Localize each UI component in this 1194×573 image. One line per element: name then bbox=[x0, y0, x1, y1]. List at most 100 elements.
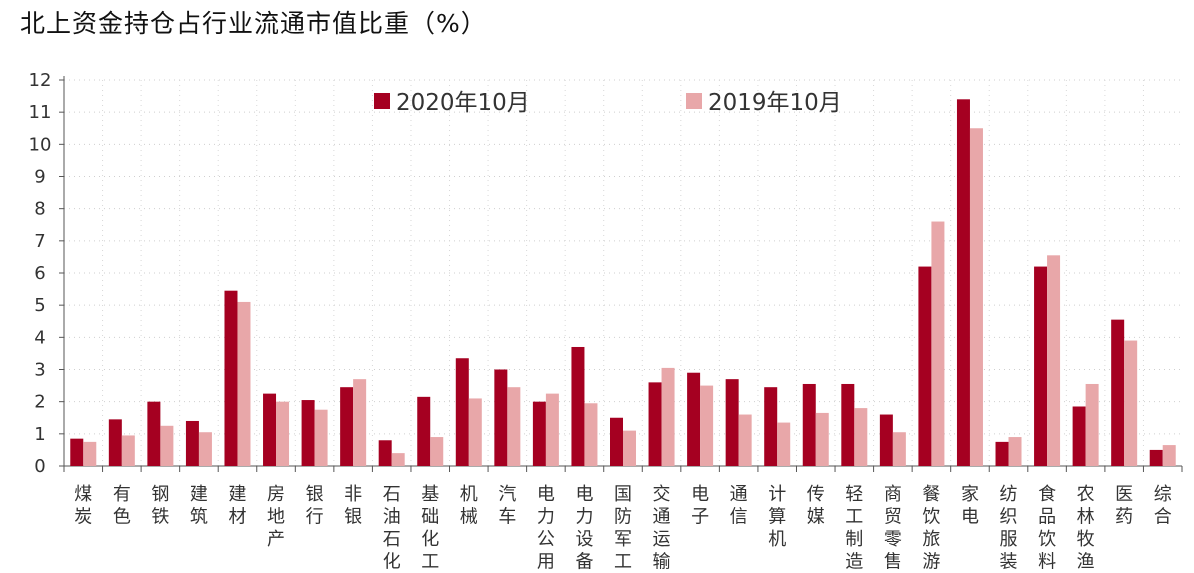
bar bbox=[1162, 445, 1176, 466]
bar bbox=[931, 221, 945, 466]
bar bbox=[417, 396, 431, 466]
bar bbox=[263, 393, 277, 466]
x-tick-label: 传媒 bbox=[807, 484, 825, 528]
x-tick-label: 机械 bbox=[460, 484, 478, 528]
y-tick-label: 8 bbox=[34, 199, 45, 220]
y-tick-label: 12 bbox=[29, 70, 52, 91]
x-tick-label: 商贸零售 bbox=[884, 484, 902, 573]
legend-swatch bbox=[374, 93, 390, 109]
bar bbox=[661, 367, 675, 466]
y-tick-label: 5 bbox=[34, 295, 45, 316]
bar bbox=[83, 441, 97, 466]
bar bbox=[1008, 437, 1022, 466]
x-tick-label: 钢铁 bbox=[151, 484, 169, 528]
bar bbox=[391, 453, 405, 466]
bar bbox=[918, 266, 932, 466]
bar bbox=[1124, 340, 1138, 466]
x-tick-label: 餐饮旅游 bbox=[922, 484, 940, 573]
bar bbox=[430, 437, 444, 466]
bar bbox=[276, 401, 290, 466]
bar bbox=[455, 358, 469, 466]
y-tick-label: 4 bbox=[34, 327, 45, 348]
bar bbox=[802, 383, 816, 466]
bar bbox=[532, 401, 546, 466]
bar bbox=[1085, 383, 1099, 466]
bar bbox=[121, 435, 135, 466]
y-tick-label: 9 bbox=[34, 167, 45, 188]
x-tick-label: 轻工制造 bbox=[845, 484, 863, 573]
bar bbox=[237, 301, 251, 466]
bar bbox=[815, 412, 829, 466]
x-tick-label: 国防军工 bbox=[614, 484, 632, 573]
x-tick-label: 银行 bbox=[306, 484, 324, 528]
bar bbox=[623, 430, 636, 466]
bar bbox=[224, 290, 238, 466]
legend: 2020年10月 2019年10月 bbox=[374, 90, 842, 116]
bar bbox=[854, 408, 868, 466]
bar bbox=[108, 419, 122, 466]
x-tick-label: 综合 bbox=[1154, 484, 1172, 528]
x-tick-label: 家电 bbox=[961, 484, 979, 528]
bar bbox=[507, 387, 521, 466]
y-tick-label: 6 bbox=[34, 263, 45, 284]
y-tick-label: 0 bbox=[34, 456, 45, 477]
labels: 0123456789101112煤炭有色钢铁建筑建材房地产银行非银石油石化基础化… bbox=[29, 70, 1172, 573]
bar bbox=[995, 441, 1009, 466]
x-tick-label: 通信 bbox=[730, 484, 748, 528]
bar bbox=[301, 400, 315, 466]
bar bbox=[340, 387, 354, 466]
bar bbox=[1072, 406, 1086, 466]
bar bbox=[879, 414, 893, 466]
bar bbox=[764, 387, 778, 466]
bar bbox=[1034, 266, 1048, 466]
x-tick-label: 建筑 bbox=[190, 484, 208, 528]
bar bbox=[892, 432, 906, 466]
bar bbox=[1149, 449, 1163, 466]
bars bbox=[70, 99, 1176, 467]
bar bbox=[378, 440, 392, 466]
y-tick-label: 7 bbox=[34, 231, 45, 252]
bar bbox=[545, 393, 559, 466]
legend-label: 2019年10月 bbox=[708, 90, 842, 116]
bar bbox=[610, 417, 623, 466]
bar bbox=[185, 420, 199, 466]
x-tick-label: 非银 bbox=[344, 484, 362, 528]
bar bbox=[700, 385, 714, 466]
x-tick-label: 计算机 bbox=[768, 484, 786, 550]
x-tick-label: 电力公用 bbox=[537, 484, 555, 573]
bar bbox=[147, 401, 161, 466]
x-tick-label: 纺织服装 bbox=[1000, 484, 1018, 573]
x-tick-label: 房地产 bbox=[267, 484, 285, 550]
legend-label: 2020年10月 bbox=[396, 90, 530, 116]
x-tick-label: 医药 bbox=[1115, 484, 1133, 528]
y-tick-label: 2 bbox=[34, 392, 45, 413]
bar bbox=[584, 403, 598, 466]
bar bbox=[160, 425, 174, 466]
bar bbox=[1111, 319, 1125, 466]
x-tick-label: 建材 bbox=[228, 484, 246, 528]
bar bbox=[1047, 255, 1061, 466]
y-tick-label: 11 bbox=[29, 102, 52, 123]
x-tick-label: 石油石化 bbox=[383, 484, 401, 573]
x-tick-label: 基础化工 bbox=[421, 484, 439, 573]
bar bbox=[198, 432, 212, 466]
y-tick-label: 3 bbox=[34, 360, 45, 381]
y-tick-label: 1 bbox=[34, 424, 45, 445]
x-tick-label: 食品饮料 bbox=[1038, 484, 1056, 573]
x-tick-label: 电力设备 bbox=[575, 484, 593, 573]
x-tick-label: 汽车 bbox=[498, 484, 516, 528]
bar bbox=[353, 379, 367, 466]
bar bbox=[571, 346, 585, 466]
bar bbox=[648, 382, 662, 466]
bar bbox=[70, 438, 84, 466]
y-tick-label: 10 bbox=[29, 134, 52, 155]
chart-title: 北上资金持仓占行业流通市值比重（%） bbox=[20, 9, 487, 38]
bar bbox=[314, 409, 328, 466]
x-tick-label: 有色 bbox=[113, 484, 131, 528]
bar bbox=[725, 379, 739, 466]
legend-swatch bbox=[686, 93, 702, 109]
bar bbox=[687, 372, 701, 466]
bar bbox=[969, 128, 983, 466]
bar bbox=[738, 414, 752, 466]
